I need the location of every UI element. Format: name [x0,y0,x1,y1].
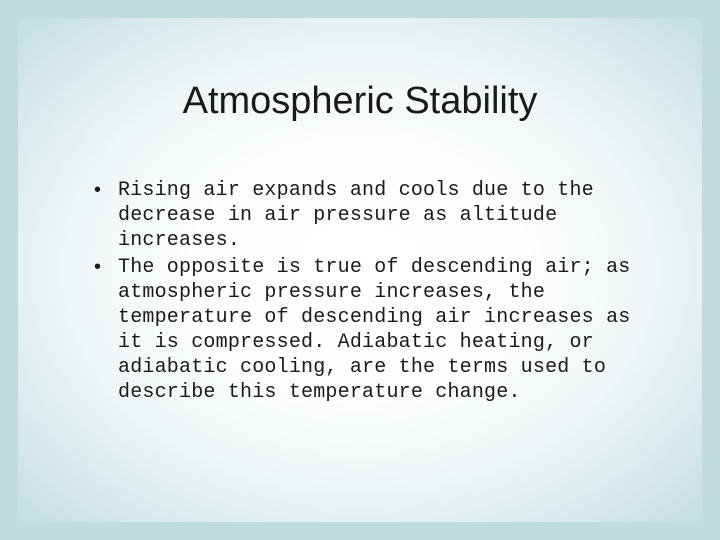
slide-inner-frame: Atmospheric Stability • Rising air expan… [18,18,702,522]
bullet-text: The opposite is true of descending air; … [118,255,642,405]
bullet-text: Rising air expands and cools due to the … [118,178,642,253]
bullet-marker-icon: • [90,255,118,280]
slide-title: Atmospheric Stability [18,80,702,123]
bullet-marker-icon: • [90,178,118,203]
bullet-item: • The opposite is true of descending air… [90,255,642,405]
bullet-item: • Rising air expands and cools due to th… [90,178,642,253]
slide-content: • Rising air expands and cools due to th… [90,178,642,407]
slide-background: Atmospheric Stability • Rising air expan… [0,0,720,540]
